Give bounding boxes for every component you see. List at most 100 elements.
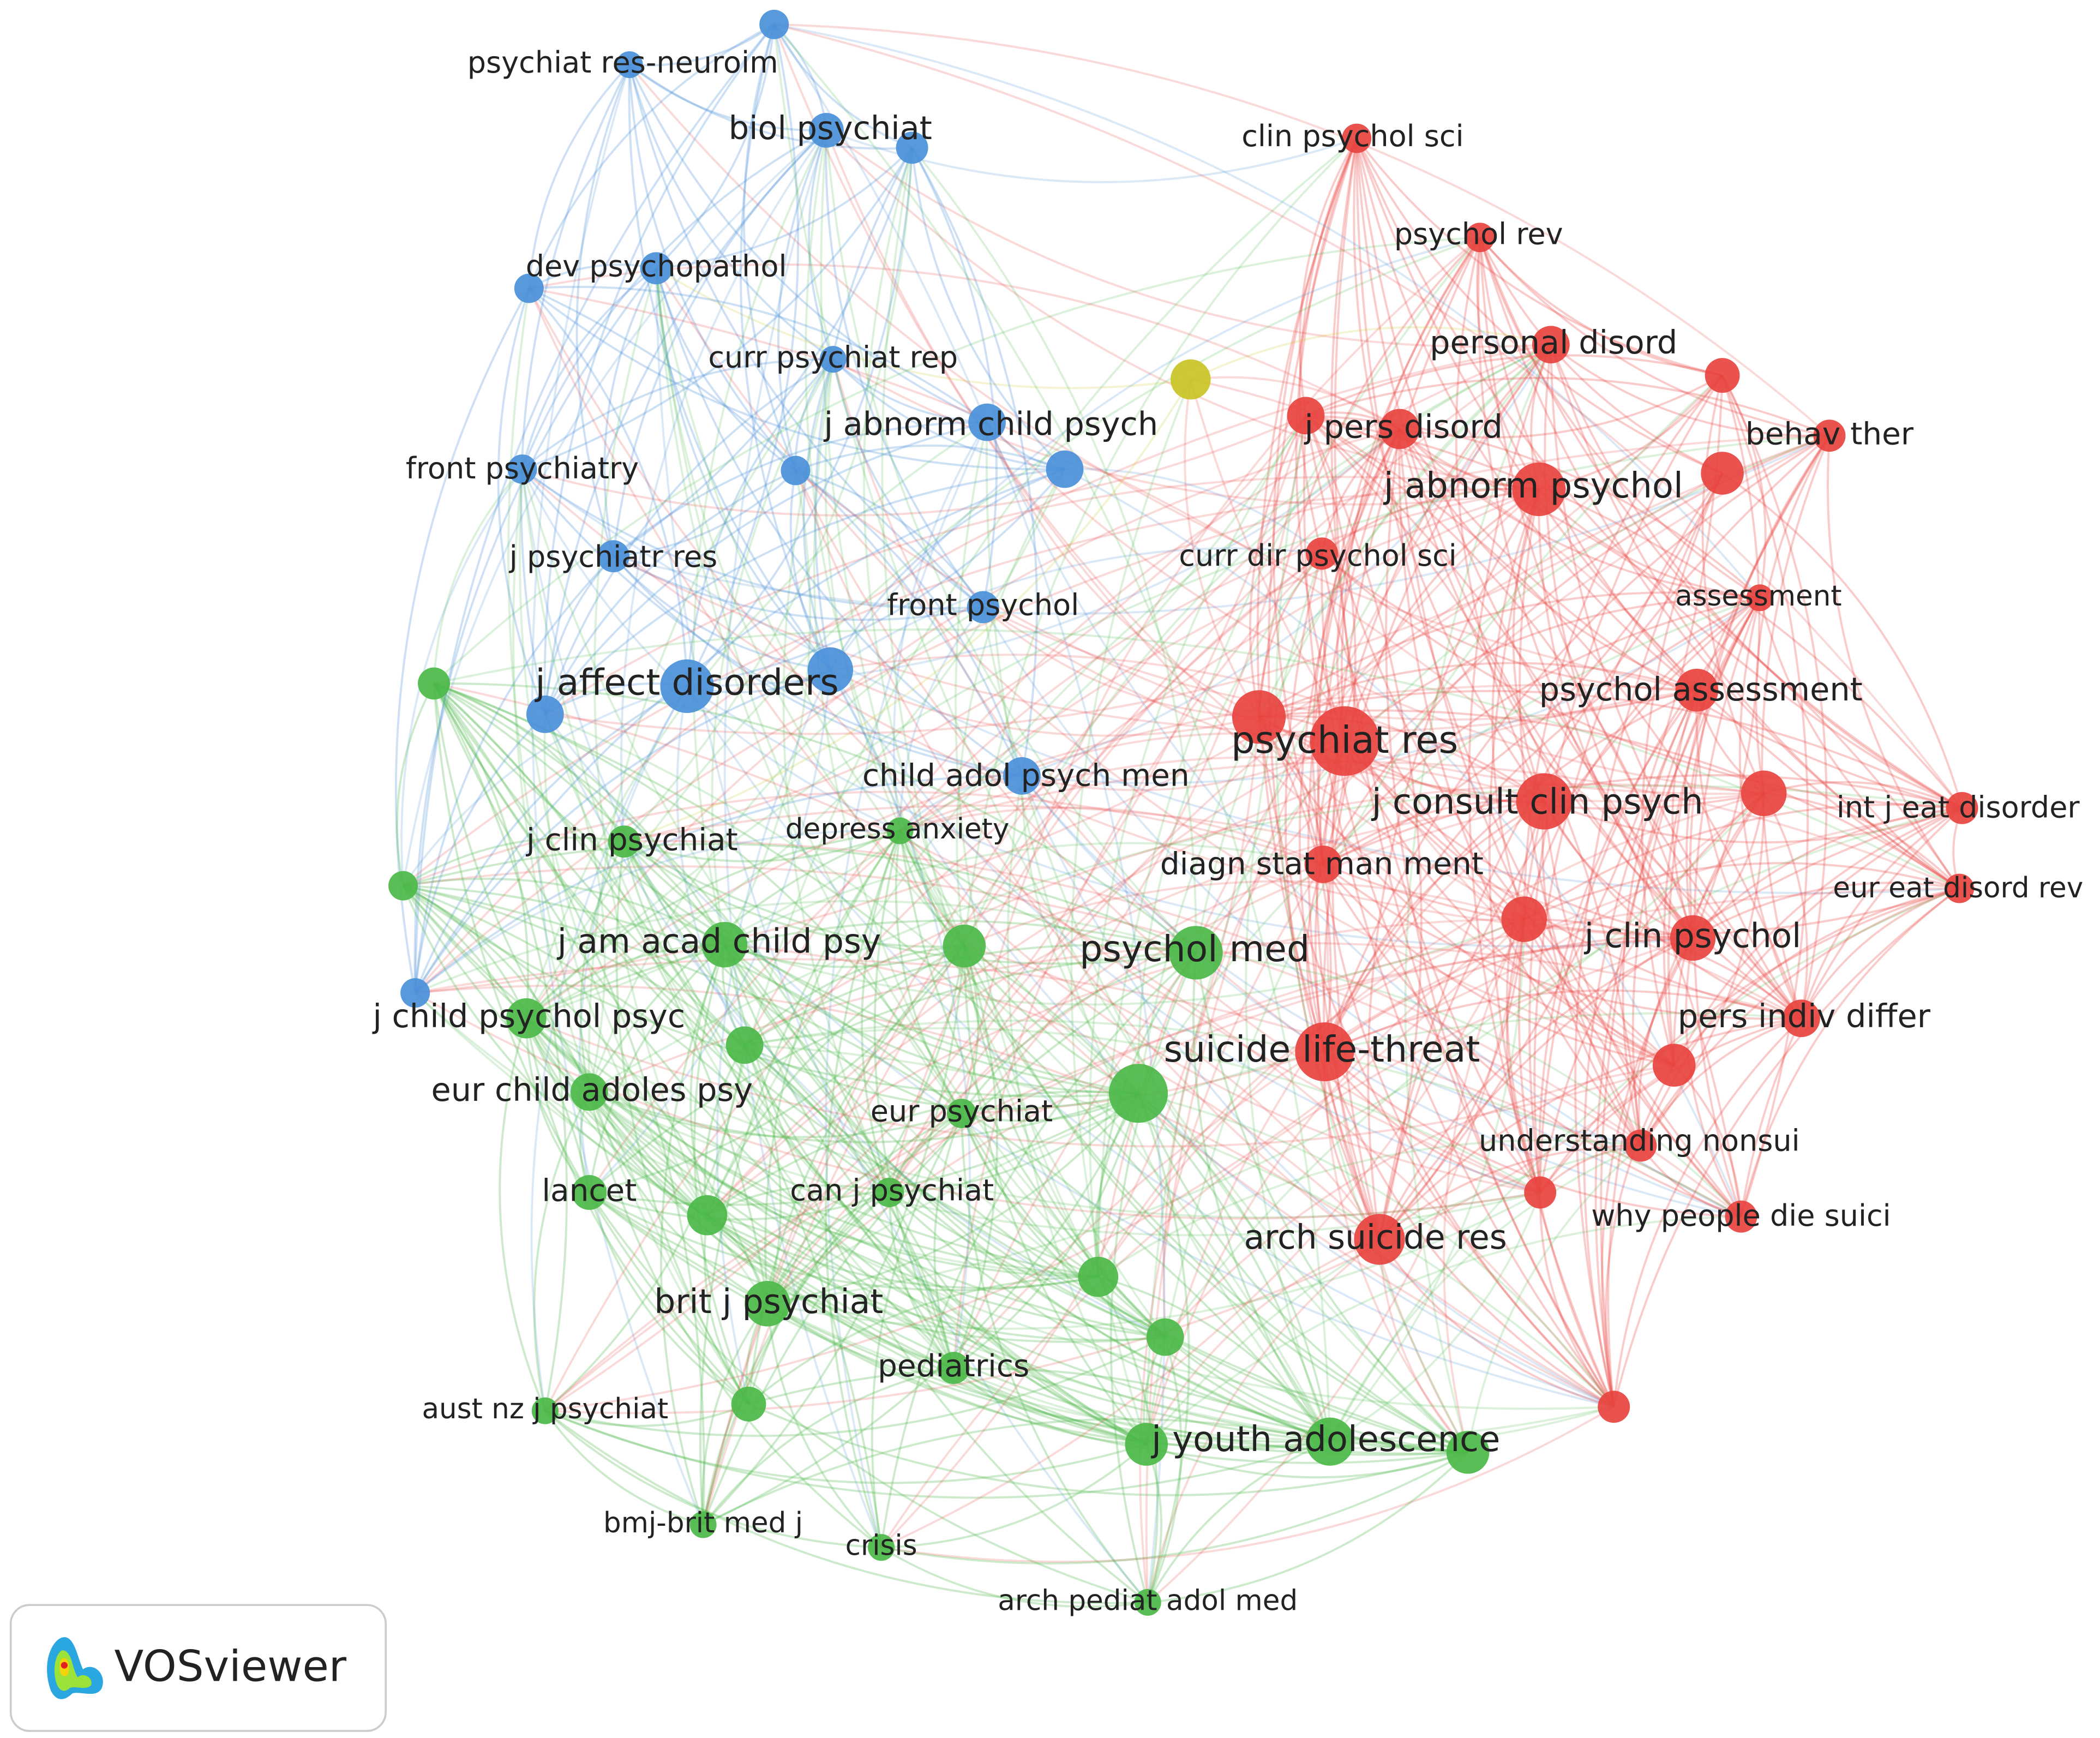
edge <box>794 470 1541 1194</box>
edge <box>1640 793 1765 1147</box>
edge <box>433 682 568 1411</box>
edge <box>1543 801 1802 1020</box>
edge <box>743 1045 1147 1446</box>
edge <box>433 682 625 842</box>
edge <box>655 268 1139 1094</box>
edge <box>526 469 1066 1020</box>
edge <box>415 984 1381 1240</box>
edge <box>1258 662 1697 718</box>
edge <box>655 268 1149 1603</box>
edge <box>1258 717 1615 1408</box>
edge <box>766 1303 1330 1448</box>
edge <box>1607 793 1765 1407</box>
edge <box>766 800 1545 1304</box>
edge <box>1321 553 1525 920</box>
edge <box>795 469 1023 776</box>
node <box>1945 873 1975 903</box>
edge <box>1314 740 1381 1240</box>
edge <box>1612 888 1960 1407</box>
edge <box>544 1410 1330 1499</box>
edge <box>1340 237 1481 741</box>
edge <box>832 358 987 424</box>
edge <box>623 841 962 1114</box>
edge <box>575 64 631 557</box>
edge <box>706 1214 1099 1290</box>
edge <box>1399 428 1760 599</box>
node <box>1354 1214 1405 1265</box>
edge <box>1137 596 1760 1094</box>
edge <box>1685 597 1761 938</box>
edge <box>1021 740 1346 792</box>
edge <box>1329 1192 1541 1443</box>
node-label: clin psychol sci <box>1241 119 1463 153</box>
edge <box>521 358 833 470</box>
node <box>1675 668 1719 712</box>
node <box>570 1073 608 1111</box>
edge <box>433 682 891 1193</box>
edge <box>1538 690 1698 1193</box>
edge <box>1538 489 1694 939</box>
edge <box>1164 1336 1468 1454</box>
edge <box>802 359 835 671</box>
edge <box>1538 374 1724 490</box>
edge <box>1378 597 1761 1240</box>
edge <box>986 422 1742 1218</box>
node <box>572 1175 607 1210</box>
node-label: biol psychiat <box>729 109 932 147</box>
edge <box>628 64 831 671</box>
edge <box>414 555 614 993</box>
edge <box>1378 1238 1615 1408</box>
edge <box>589 1092 1139 1206</box>
edge <box>1275 415 1469 1453</box>
edge <box>526 919 1197 1020</box>
edge <box>1299 137 1358 416</box>
node-label: front psychol <box>887 588 1079 622</box>
edge <box>1305 376 1830 437</box>
edge <box>1196 951 1742 1218</box>
edge <box>888 740 1346 1193</box>
edge <box>1378 807 1963 1240</box>
edge <box>1088 415 1307 1277</box>
edge <box>1097 237 1481 1277</box>
edge <box>871 1113 963 1548</box>
edge <box>628 64 984 608</box>
edge <box>701 1303 769 1525</box>
edge <box>1550 344 1960 890</box>
edge <box>1315 428 1401 1240</box>
edge <box>952 945 998 1369</box>
edge <box>961 1113 1330 1443</box>
edge <box>655 268 1099 1278</box>
node <box>1304 846 1342 883</box>
edge <box>1539 887 1960 1194</box>
node-label: dev psychopathol <box>526 249 787 283</box>
edge <box>1826 435 1960 889</box>
edge <box>1740 807 1963 1217</box>
node <box>725 1026 764 1064</box>
edge <box>589 1091 962 1138</box>
edge <box>620 129 827 842</box>
edge <box>497 288 547 715</box>
edge <box>1355 137 1960 890</box>
edge <box>1336 428 1401 741</box>
edge <box>1189 379 1675 1066</box>
edge <box>1637 937 1694 1146</box>
node-label: psychol rev <box>1394 217 1563 251</box>
edge <box>702 946 965 1526</box>
edge <box>655 268 796 472</box>
node-label: bmj-brit med j <box>603 1507 803 1539</box>
edge <box>888 1192 955 1369</box>
edge <box>773 24 1469 1453</box>
node <box>608 825 640 858</box>
edge <box>745 1044 1615 1408</box>
edge <box>1097 1139 1641 1278</box>
edge <box>1138 1092 1615 1408</box>
edge <box>880 937 1694 1548</box>
node <box>819 346 847 373</box>
edge <box>433 682 1139 1095</box>
edge <box>544 476 1539 716</box>
node-label: j abnorm child psych <box>823 405 1158 443</box>
edge <box>1523 804 1963 920</box>
node <box>640 252 673 285</box>
edge <box>956 469 1066 946</box>
edge <box>1543 801 1694 939</box>
